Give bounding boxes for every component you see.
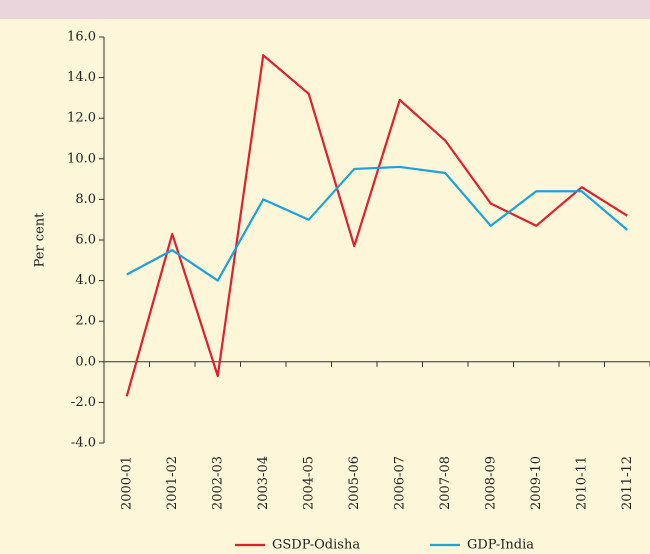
x-tick-label: 2005-06 — [347, 456, 362, 510]
x-tick-label: 2009-10 — [529, 456, 544, 510]
y-tick-label: -2.0 — [71, 395, 96, 410]
x-tick-label: 2008-09 — [483, 456, 498, 510]
x-tick-label: 2003-04 — [256, 456, 271, 510]
y-tick-label: -4.0 — [71, 436, 96, 451]
legend-label: GSDP-Odisha — [272, 538, 360, 553]
x-tick-label: 2001-02 — [165, 456, 180, 510]
y-tick-label: 16.0 — [67, 30, 96, 45]
legend-label: GDP-India — [467, 538, 534, 553]
y-tick-label: 14.0 — [67, 70, 96, 85]
y-tick-label: 8.0 — [75, 192, 96, 207]
series-line — [125, 54, 628, 397]
x-tick-label: 2004-05 — [301, 456, 316, 510]
x-tick-label: 2000-01 — [119, 456, 134, 510]
x-tick-label: 2002-03 — [210, 456, 225, 510]
header-band — [0, 0, 650, 19]
series-line — [126, 165, 628, 282]
y-tick-label: 0.0 — [75, 354, 96, 369]
y-tick-label: 2.0 — [75, 314, 96, 329]
x-tick-label: 2011-12 — [620, 456, 635, 510]
y-tick-label: 4.0 — [75, 273, 96, 288]
x-tick-label: 2010-11 — [574, 456, 589, 510]
x-tick-label: 2006-07 — [392, 456, 407, 510]
y-axis-label: Per cent — [33, 212, 48, 268]
y-tick-label: 10.0 — [67, 151, 96, 166]
x-tick-label: 2007-08 — [438, 456, 453, 510]
y-tick-label: 6.0 — [75, 233, 96, 248]
y-tick-label: 12.0 — [67, 111, 96, 126]
